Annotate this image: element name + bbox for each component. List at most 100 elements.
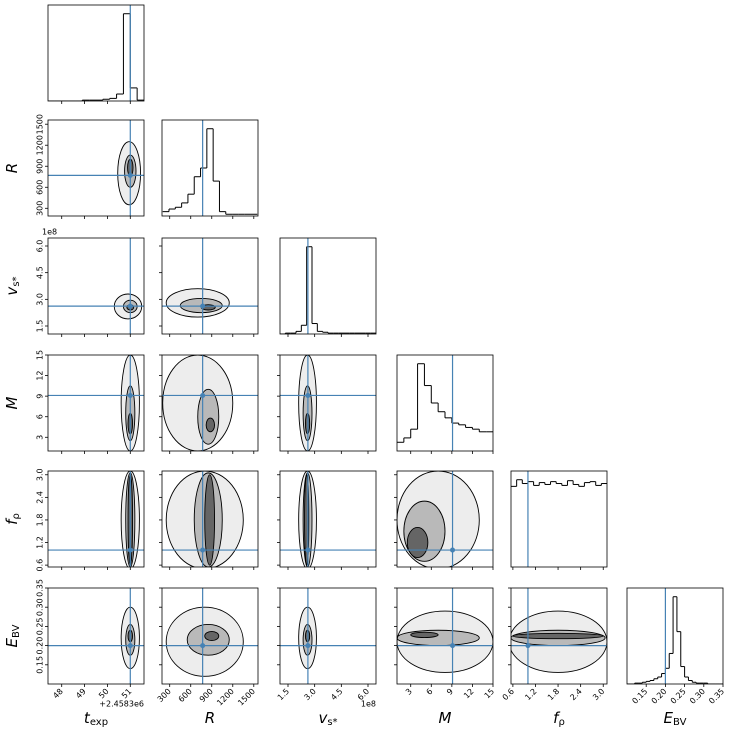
panel-frame [47,237,145,335]
truth-point [200,392,206,398]
panel [159,237,259,337]
y-tick-label: 900 [36,159,45,174]
contour [410,631,439,638]
truth-point [305,547,311,553]
x-tick-label: 50 [97,687,111,701]
contour [165,288,230,318]
panel-frame [161,119,259,217]
axis-label: M [439,709,452,727]
y-tick-label: 0.6 [36,559,45,572]
panel-content [397,471,493,567]
panel-content [48,471,144,567]
panel-content [511,588,607,684]
y-tick-label: 300 [36,201,45,216]
x-tick-label: 9 [445,687,455,697]
panel-content [511,471,607,567]
truth-point [200,303,206,309]
y-tick-label: 0.35 [36,579,45,597]
truth-point [127,547,133,553]
x-tick-label: 1200 [215,687,236,708]
truth-point [127,392,133,398]
x-tick-label: 1500 [236,687,257,708]
panel-content [280,471,376,567]
panel-content [162,355,258,451]
y-tick-label: 3.0 [36,293,45,306]
panel-frame [47,119,145,217]
x-tick-label: 600 [177,687,194,704]
truth-point [200,643,206,649]
x-tick-label: 300 [156,687,173,704]
panel [161,119,259,219]
panel-content [48,355,144,451]
y-offset-label: 1e8 [42,228,57,237]
panel-frame [396,354,494,452]
y-tick-label: 0.25 [36,617,45,635]
panel [277,354,377,454]
y-tick-label: 9 [36,394,45,399]
panel-frame [47,470,145,568]
axis-label: fρ [553,709,565,729]
axis-label: texp [84,709,108,729]
panel-content [627,588,723,684]
panel-content [48,588,144,684]
panel-frame [161,587,259,685]
axis-label-symbol: R [3,163,21,173]
panel-content [48,5,144,101]
panel [47,4,145,104]
y-tick-label: 6.0 [36,240,45,253]
panel-frame [279,237,377,335]
panel: 3 6 9 12 15 [36,350,145,454]
contour [205,417,216,433]
y-tick-label: 3 [36,435,45,440]
contour [406,527,429,559]
contour [512,632,604,640]
axis-label-symbol: R [205,709,215,727]
panel-content [162,588,258,684]
x-tick-label: 1.2 [523,687,538,702]
contour [204,630,220,642]
axis-label: EBV [3,624,23,647]
panel-frame [279,354,377,452]
truth-point [450,643,456,649]
y-tick-label: 1.5 [36,320,45,333]
x-tick-label: 51 [120,687,134,701]
x-tick-label: 0.15 [630,687,649,706]
x-tick-label: 6 [425,687,435,697]
axis-label-subscript: BV [673,717,687,728]
truth-point [450,547,456,553]
x-tick-label: 0.30 [688,687,707,706]
x-offset-label: +2.4583e6 [99,700,144,709]
truth-point [525,643,531,649]
panel: 0.6 1.2 1.8 2.4 3.0 [36,468,145,571]
axis-label: EBV [664,709,687,729]
y-tick-label: 1.2 [36,536,45,549]
panel: 48 49 50 51 0.150.20 0.250.300.35 [36,579,145,700]
x-tick-label: 12 [462,687,476,701]
y-tick-label: 1.8 [36,514,45,527]
x-tick-label: 2.4 [568,687,583,702]
axis-label: R [3,163,21,173]
panel-content [162,120,258,216]
x-tick-label: 1.8 [546,687,561,702]
contour [397,610,493,673]
x-offset-label: 1e8 [361,700,376,709]
y-tick-label: 15 [36,350,45,360]
panel: 0.6 1.2 1.8 2.4 3.0 [501,587,608,702]
contour [204,474,216,566]
y-tick-label: 4.5 [36,266,45,279]
x-tick-label: 900 [198,687,215,704]
x-tick-label: 48 [51,687,65,701]
axis-label-symbol: M [439,709,452,727]
x-tick-label: 1.5 [276,687,291,702]
panel-content [48,120,144,216]
contour [162,355,234,451]
y-tick-label: 600 [35,180,44,195]
panel-frame [626,587,724,685]
panel-content [397,355,493,451]
panel-frame [279,587,377,685]
axis-label-symbol: f [3,517,21,525]
axis-label-symbol: E [664,709,674,727]
x-tick-label: 0.20 [650,687,669,706]
panel-frame [279,470,377,568]
